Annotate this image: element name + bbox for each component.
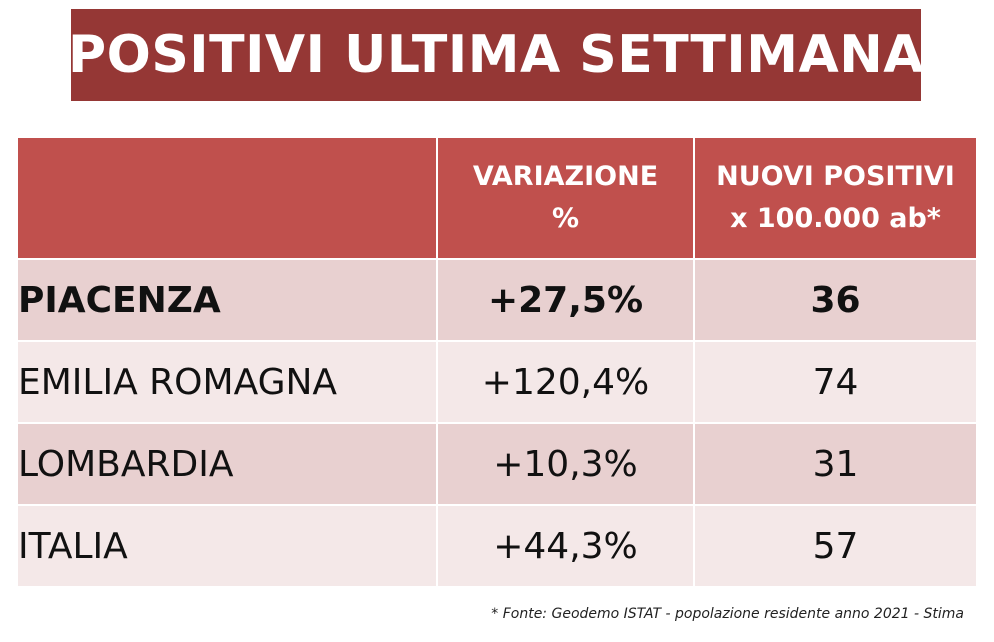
header-variation: VARIAZIONE %	[436, 136, 695, 260]
table-header-row: VARIAZIONE % NUOVI POSITIVI x 100.000 ab…	[16, 136, 978, 260]
header-new-positives: NUOVI POSITIVI x 100.000 ab*	[693, 136, 978, 260]
new-positives-cell: 31	[693, 422, 978, 506]
table-row: ITALIA +44,3% 57	[16, 504, 978, 588]
table-row: EMILIA ROMAGNA +120,4% 74	[16, 340, 978, 424]
region-cell: EMILIA ROMAGNA	[16, 340, 438, 424]
new-positives-cell: 74	[693, 340, 978, 424]
header-new-positives-line2: x 100.000 ab*	[730, 203, 941, 234]
region-cell: ITALIA	[16, 504, 438, 588]
table-row: LOMBARDIA +10,3% 31	[16, 422, 978, 506]
header-variation-line1: VARIAZIONE	[472, 161, 659, 192]
header-variation-line2: %	[551, 203, 580, 234]
title-banner: POSITIVI ULTIMA SETTIMANA	[68, 9, 925, 101]
stats-table: VARIAZIONE % NUOVI POSITIVI x 100.000 ab…	[16, 136, 978, 588]
new-positives-cell: 57	[693, 504, 978, 588]
page-title: POSITIVI ULTIMA SETTIMANA	[68, 25, 925, 85]
region-cell: PIACENZA	[16, 258, 438, 342]
variation-cell: +27,5%	[436, 258, 695, 342]
variation-cell: +44,3%	[436, 504, 695, 588]
footnote: * Fonte: Geodemo ISTAT - popolazione res…	[491, 606, 964, 622]
variation-cell: +10,3%	[436, 422, 695, 506]
variation-cell: +120,4%	[436, 340, 695, 424]
header-region	[16, 136, 438, 260]
new-positives-cell: 36	[693, 258, 978, 342]
table-row: PIACENZA +27,5% 36	[16, 258, 978, 342]
header-new-positives-line1: NUOVI POSITIVI	[716, 161, 955, 192]
region-cell: LOMBARDIA	[16, 422, 438, 506]
